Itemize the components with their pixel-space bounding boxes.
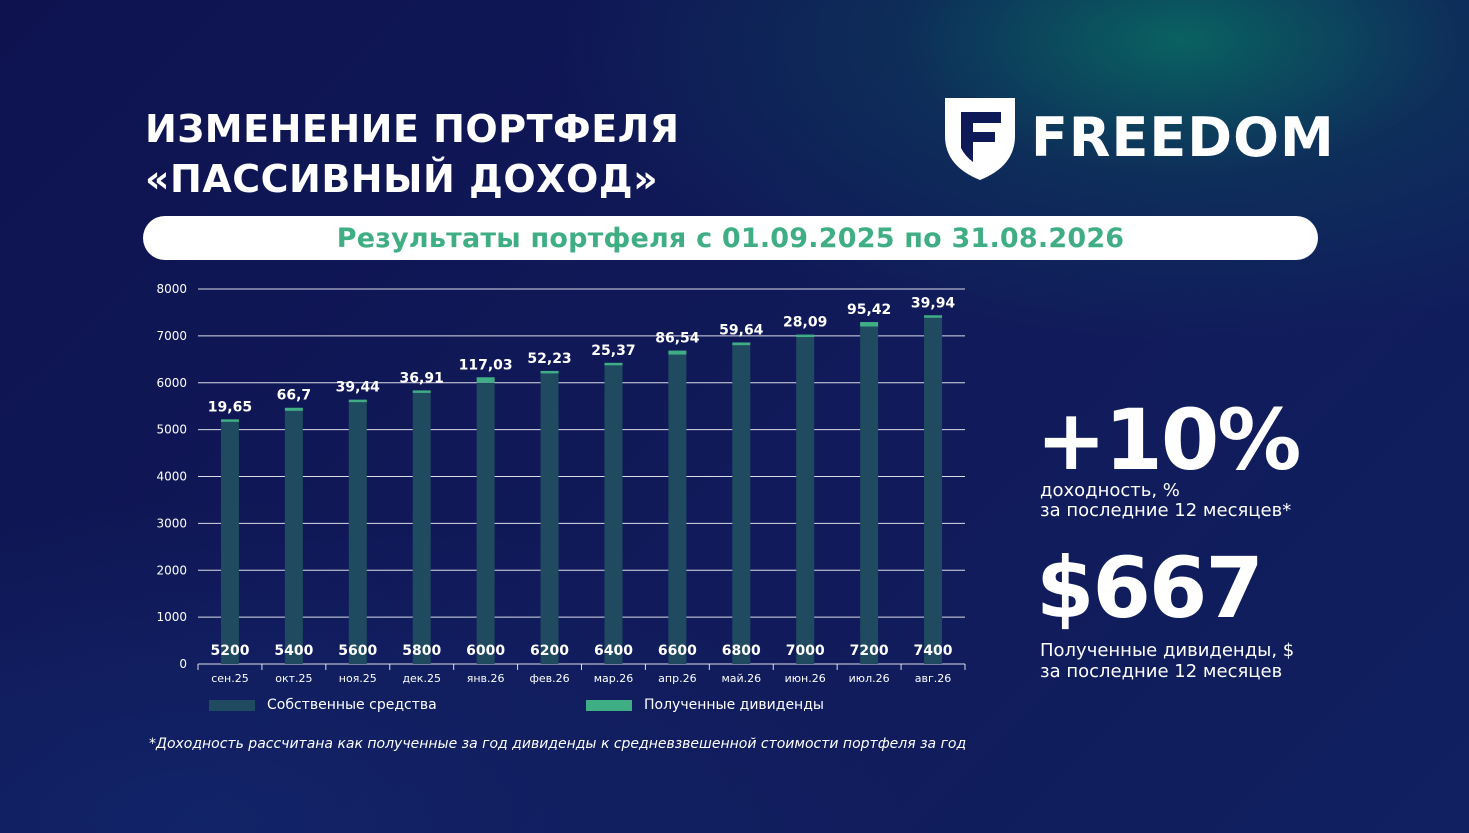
dividends-caption-line-1: Полученные дивиденды, $ (1040, 640, 1295, 661)
x-tick-label: май.26 (721, 672, 761, 685)
bar-own-funds (604, 364, 623, 664)
x-tick-label: авг.26 (915, 672, 952, 685)
bar-dividends (412, 390, 431, 393)
dividends-value: $667 (1036, 539, 1264, 637)
yield-caption-line-2: за последние 12 месяцев* (1040, 500, 1292, 521)
data-label-dividends: 95,42 (847, 302, 891, 318)
bar-dividends (540, 370, 559, 374)
data-label-dividends: 66,7 (277, 388, 312, 404)
data-label-own-funds: 7400 (914, 643, 953, 659)
bar-own-funds (412, 392, 431, 664)
yield-value: +10% (1036, 391, 1301, 489)
y-tick-label: 7000 (156, 329, 187, 343)
bar-dividends (348, 399, 367, 403)
dividends-caption-line-2: за последние 12 месяцев (1040, 661, 1283, 682)
portfolio-bar-chart: 0 1000 2000 3000 4000 5000 6000 7000 8000 5200 19,… (156, 282, 966, 685)
page-title: ИЗМЕНЕНИЕ ПОРТФЕЛЯ «ПАССИВНЫЙ ДОХОД» (145, 104, 679, 204)
y-tick-label: 3000 (156, 516, 187, 530)
bar-dividends (476, 377, 495, 383)
bar-dividends (924, 315, 943, 318)
data-label-dividends: 52,23 (527, 351, 571, 367)
bar-own-funds (540, 373, 559, 664)
x-tick-label: окт.25 (275, 672, 312, 685)
legend-own-funds-swatch (209, 699, 255, 711)
bar-dividends (860, 322, 879, 327)
bar-own-funds (284, 410, 303, 664)
title-line-1: ИЗМЕНЕНИЕ ПОРТФЕЛЯ (145, 107, 680, 151)
x-tick-label: апр.26 (658, 672, 696, 685)
x-tick-label: фев.26 (529, 672, 569, 685)
freedom-shield-icon (945, 98, 1015, 180)
bar-dividends (732, 342, 751, 346)
bar-dividends (668, 350, 687, 355)
data-label-own-funds: 6600 (658, 643, 697, 659)
data-label-own-funds: 5800 (402, 643, 441, 659)
bar-own-funds (668, 354, 687, 664)
data-label-own-funds: 5600 (338, 643, 377, 659)
period-banner: Результаты портфеля с 01.09.2025 по 31.0… (143, 216, 1318, 260)
bar-own-funds (924, 317, 943, 664)
legend-dividends-swatch (586, 699, 632, 711)
data-label-dividends: 19,65 (208, 399, 252, 415)
bar-dividends (604, 362, 623, 366)
bar-dividends (220, 419, 239, 422)
bar-own-funds (348, 401, 367, 664)
legend-own-funds: Собственные средства (209, 697, 437, 713)
logo-text: FREEDOM (1031, 106, 1335, 169)
y-tick-label: 1000 (156, 610, 187, 624)
freedom-logo: FREEDOM (943, 96, 1334, 186)
bar-own-funds (732, 345, 751, 664)
legend-own-funds-label: Собственные средства (267, 697, 437, 713)
data-label-own-funds: 6000 (466, 643, 505, 659)
legend-dividends: Полученные дивиденды (586, 697, 824, 713)
footnote: *Доходность рассчитана как полученные за… (149, 736, 967, 752)
x-tick-label: июл.26 (849, 672, 890, 685)
bar-own-funds (220, 420, 239, 664)
dividends-caption: Полученные дивиденды, $ за последние 12 … (1040, 640, 1294, 682)
yield-caption-line-1: доходность, % (1040, 480, 1180, 501)
data-label-dividends: 25,37 (591, 343, 635, 359)
x-tick-label: июн.26 (785, 672, 826, 685)
y-tick-label: 2000 (156, 563, 187, 577)
bar-own-funds (796, 335, 815, 664)
period-banner-text: Результаты портфеля с 01.09.2025 по 31.0… (336, 222, 1125, 254)
y-tick-label: 0 (179, 657, 187, 671)
x-tick-label: янв.26 (467, 672, 505, 685)
bar-own-funds (476, 382, 495, 664)
x-tick-label: ноя.25 (339, 672, 377, 685)
data-label-own-funds: 6800 (722, 643, 761, 659)
x-tick-label: дек.25 (402, 672, 441, 685)
data-label-own-funds: 7000 (786, 643, 825, 659)
x-tick-label: сен.25 (211, 672, 249, 685)
data-label-dividends: 36,91 (400, 370, 444, 386)
data-label-own-funds: 7200 (850, 643, 889, 659)
data-label-dividends: 39,44 (336, 380, 381, 396)
bar-dividends (284, 407, 303, 411)
legend-dividends-label: Полученные дивиденды (644, 697, 824, 713)
y-tick-label: 6000 (156, 376, 187, 390)
y-tick-label: 4000 (156, 470, 187, 484)
bar-own-funds (860, 326, 879, 664)
data-label-own-funds: 5200 (210, 643, 249, 659)
data-label-dividends: 86,54 (655, 331, 700, 347)
x-tick-label: мар.26 (594, 672, 634, 685)
yield-caption: доходность, % за последние 12 месяцев* (1040, 481, 1291, 521)
data-label-own-funds: 5400 (274, 643, 313, 659)
y-tick-label: 5000 (156, 423, 187, 437)
data-label-own-funds: 6200 (530, 643, 569, 659)
data-label-own-funds: 6400 (594, 643, 633, 659)
data-label-dividends: 117,03 (459, 357, 513, 373)
data-label-dividends: 59,64 (719, 322, 764, 338)
title-line-2: «ПАССИВНЫЙ ДОХОД» (145, 157, 659, 201)
data-label-dividends: 28,09 (783, 315, 827, 331)
data-label-dividends: 39,94 (911, 295, 956, 311)
y-tick-label: 8000 (156, 282, 187, 296)
bar-dividends (796, 334, 815, 338)
